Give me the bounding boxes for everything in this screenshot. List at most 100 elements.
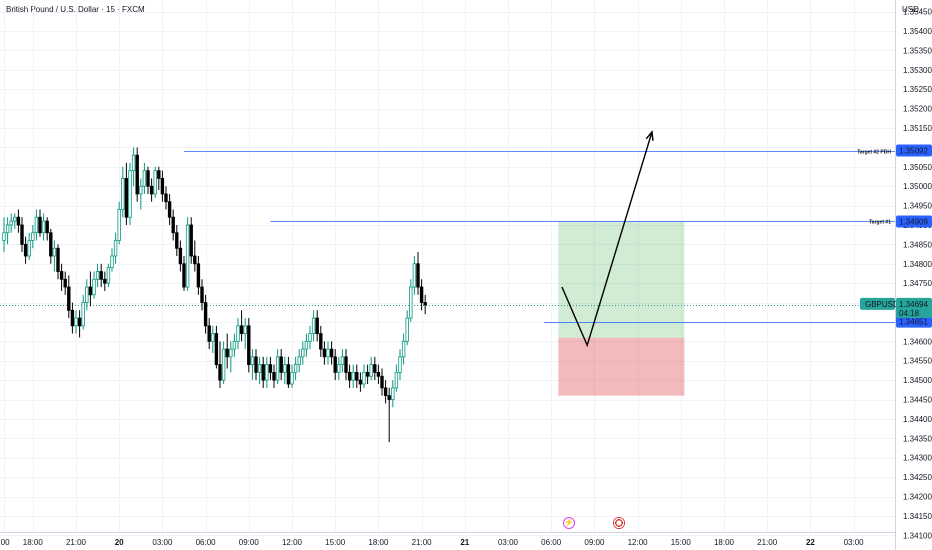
candle-body [293, 364, 298, 373]
candle-body [225, 348, 229, 358]
time-tick-label: 09:00 [584, 538, 605, 547]
candle-body [319, 333, 323, 350]
candle-body [329, 348, 334, 358]
candle-body [362, 371, 366, 385]
time-tick-label: 22 [806, 538, 815, 547]
candle [95, 263, 100, 288]
candle [16, 209, 21, 233]
candle [153, 166, 157, 198]
candle [236, 318, 240, 350]
candle-body [322, 348, 327, 358]
candle [380, 368, 384, 396]
candle-body [157, 170, 161, 179]
candle [394, 364, 399, 392]
candle [355, 364, 359, 388]
price-level-tag-text: 1.34651 [899, 318, 928, 327]
candle-body [383, 387, 388, 397]
candle [207, 318, 211, 350]
price-tick-label: 1.34450 [903, 396, 932, 405]
candle-body [16, 216, 21, 226]
candle [337, 356, 341, 381]
candle [351, 364, 355, 388]
time-tick-label: 15:00 [671, 538, 692, 547]
candle [23, 236, 28, 264]
lightning-icon[interactable]: ⚡ [563, 517, 575, 529]
candle [232, 333, 237, 357]
candle-body [142, 170, 147, 187]
candle-body [185, 224, 190, 288]
candle-body [52, 247, 57, 257]
candle [383, 380, 388, 404]
price-tick-label: 1.34150 [903, 512, 932, 521]
candle-body [31, 232, 35, 241]
price-level-tag-text: 1.35092 [899, 147, 928, 156]
candle-body [344, 356, 348, 373]
candle-body [41, 220, 46, 234]
candle [347, 364, 352, 388]
candle [5, 217, 10, 245]
candle [27, 232, 31, 260]
price-tick-label: 1.34350 [903, 434, 932, 443]
candle-body [380, 375, 384, 389]
currency-label[interactable]: USD [902, 5, 919, 14]
candle [239, 310, 244, 342]
candle [362, 364, 366, 388]
candle [175, 224, 179, 257]
candle-body [315, 317, 319, 334]
candle-body [275, 356, 280, 381]
candle-body [13, 216, 17, 222]
candle [308, 325, 312, 350]
time-tick-label: 21:00 [66, 538, 87, 547]
candle-body [351, 371, 355, 381]
price-tick-label: 1.34950 [903, 202, 932, 211]
candle-body [178, 247, 183, 265]
us-flag-icon[interactable] [613, 517, 625, 529]
price-tick-label: 1.35150 [903, 124, 932, 133]
candle [74, 310, 78, 334]
candle-body [391, 387, 395, 400]
candle-body [2, 232, 6, 241]
candle-body [117, 209, 121, 241]
candle-body [373, 364, 377, 373]
price-tick-label: 1.35200 [903, 105, 932, 114]
price-tick-label: 1.34200 [903, 493, 932, 502]
candle-body [110, 255, 114, 269]
time-tick-label: 12:00 [628, 538, 649, 547]
candle [56, 244, 60, 280]
candle [218, 341, 222, 388]
candle [117, 201, 121, 245]
candle-body [304, 340, 309, 350]
candle-body [92, 278, 96, 296]
candle [250, 349, 255, 381]
candle [412, 256, 417, 295]
candle [63, 271, 67, 295]
candle-body [164, 193, 168, 203]
candle-body [261, 364, 265, 381]
price-tick-label: 1.34550 [903, 357, 932, 366]
candle [146, 166, 150, 194]
time-tick-label: 03:00 [844, 538, 865, 547]
price-tick-label: 1.35050 [903, 163, 932, 172]
time-tick-label: 12:00 [282, 538, 303, 547]
candle-body [167, 201, 172, 218]
candle [322, 341, 327, 365]
candle [59, 263, 64, 291]
candle-body [38, 216, 42, 234]
candle-body [333, 356, 337, 373]
time-tick-label: 09:00 [239, 538, 260, 547]
price-tick-label: 1.34600 [903, 337, 932, 346]
candle-body [376, 371, 381, 377]
candle [423, 294, 427, 315]
candle [193, 240, 197, 272]
candle [9, 213, 13, 233]
candle [139, 178, 143, 210]
candle-body [124, 178, 129, 218]
candle-body [146, 170, 150, 187]
horizontal-levels: Target #2 PDH Target #1 [0, 150, 895, 323]
candle [157, 166, 161, 191]
candle-body [254, 356, 258, 373]
candle-body [423, 302, 427, 306]
candle-body [128, 170, 132, 218]
price-tick-label: 1.35000 [903, 182, 932, 191]
